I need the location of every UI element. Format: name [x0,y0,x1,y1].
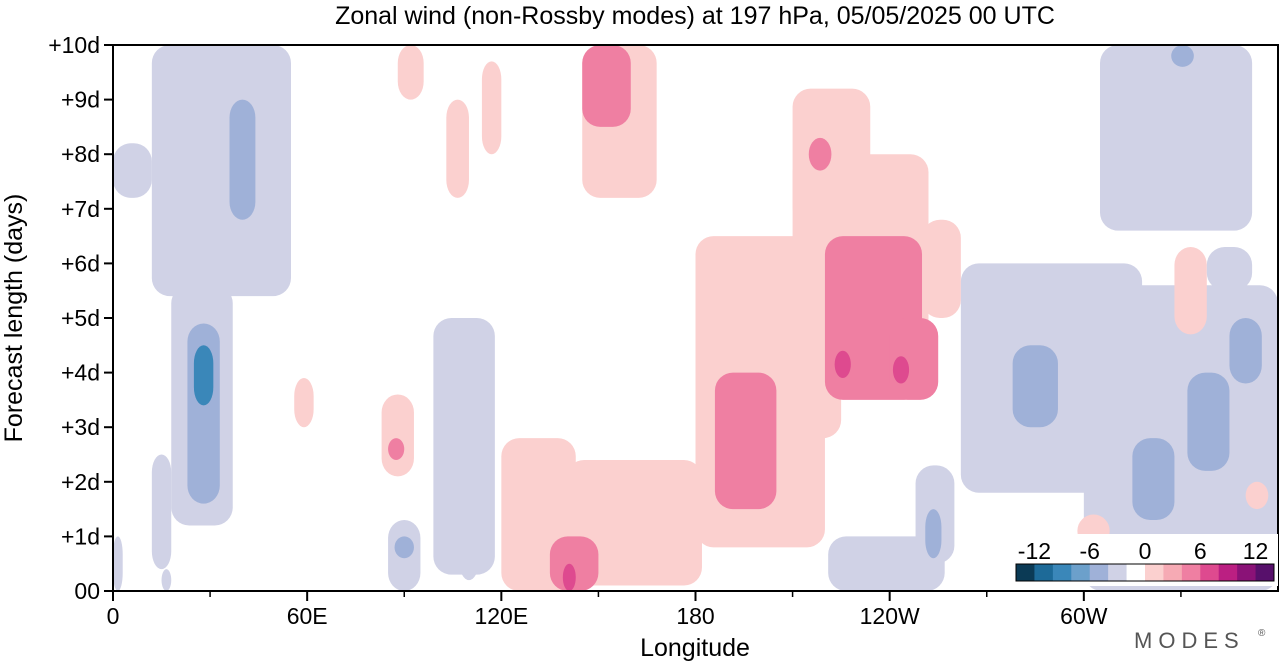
y-tick-label: +2d [61,469,100,495]
contour-region [151,45,291,297]
x-tick-label: 60W [1060,603,1108,629]
contour-region [193,345,214,406]
colorbar-tick-label: 6 [1194,538,1207,564]
contour-region [388,438,405,460]
contour-region [562,563,576,591]
contour-region [792,88,871,226]
contour-region [922,219,961,318]
plot-area [112,44,1279,592]
contour-region [1206,247,1253,291]
contour-region [481,61,502,155]
colorbar-swatch [1200,564,1220,581]
colorbar-swatch [1181,564,1201,581]
contour-region [151,454,172,570]
contour-region [1171,45,1194,67]
y-axis: 00 +1d +2d +3d +4d +5d +6d +7d +8d +9d +10d [48,32,113,604]
contour-region [925,509,942,559]
colorbar-swatch [1016,564,1035,581]
y-tick-label: +10d [48,32,100,58]
contour-region [1229,318,1262,384]
x-axis: 0 60E 120E 180 120W 60W [107,591,1182,629]
colorbar-swatch [1089,564,1109,581]
contour-regions [113,45,1278,591]
y-axis-label: Forecast length (days) [0,194,28,443]
modes-logo: MODES [1134,628,1245,653]
contour-region [446,99,469,198]
y-tick-label: +3d [61,414,100,440]
contour-region [394,536,414,559]
contour-region [808,137,832,171]
contour-region [294,378,314,428]
contour-region [714,372,777,510]
contour-region [161,569,172,591]
colorbar-swatch [1034,564,1054,581]
contour-region [1132,438,1175,521]
contour-region [828,536,945,591]
contour-region [397,45,424,100]
colorbar-swatch [1237,564,1257,581]
colorbar-swatch [1163,564,1183,581]
colorbar-tick-label: 0 [1139,538,1152,564]
x-tick-label: 180 [676,603,714,629]
contour-region [1012,345,1058,428]
contour-region [459,525,479,581]
colorbar-frame [1015,563,1275,582]
contour-region [433,318,495,575]
contour-region [229,99,256,220]
y-tick-label: +7d [61,196,100,222]
x-tick-label: 120E [474,603,528,629]
y-tick-label: +4d [61,360,100,386]
y-tick-label: +1d [61,523,100,549]
x-axis-label: Longitude [640,634,750,662]
colorbar-tick-label: -6 [1079,538,1099,564]
x-tick-label: 120W [860,603,920,629]
colorbar-tick-label: -12 [1018,538,1051,564]
contour-region [582,45,631,127]
x-tick-label: 60E [287,603,328,629]
y-tick-label: +8d [61,141,100,167]
x-tick-label: 0 [107,603,120,629]
colorbar-legend: -12 -6 0 6 12 [1006,534,1278,586]
y-tick-label: +9d [61,87,100,113]
contour-region [381,394,414,477]
contour-region [113,536,123,591]
contour-region [1187,372,1230,471]
colorbar-swatch [1108,564,1128,581]
colorbar-tick-label: 12 [1243,538,1269,564]
contour-region [1148,88,1201,182]
chart-title: Zonal wind (non-Rossby modes) at 197 hPa… [335,2,1055,30]
y-tick-label: +5d [61,305,100,331]
contour-region [549,536,599,591]
colorbar-swatch [1052,564,1072,581]
y-tick-label: +6d [61,250,100,276]
contour-region [892,356,910,384]
modes-logo-mark: ® [1258,628,1266,639]
contour-region [1245,481,1269,510]
colorbar-swatch [1145,564,1164,581]
colorbar-swatch [1255,564,1275,581]
colorbar-swatch [1071,564,1091,581]
contour-region [113,143,152,198]
contour-region [834,350,851,379]
y-tick-label: 00 [74,578,100,604]
colorbar-swatch [1218,564,1238,581]
contour-region [1174,247,1207,335]
contour-region [566,459,702,586]
colorbar-swatch [1126,564,1146,581]
